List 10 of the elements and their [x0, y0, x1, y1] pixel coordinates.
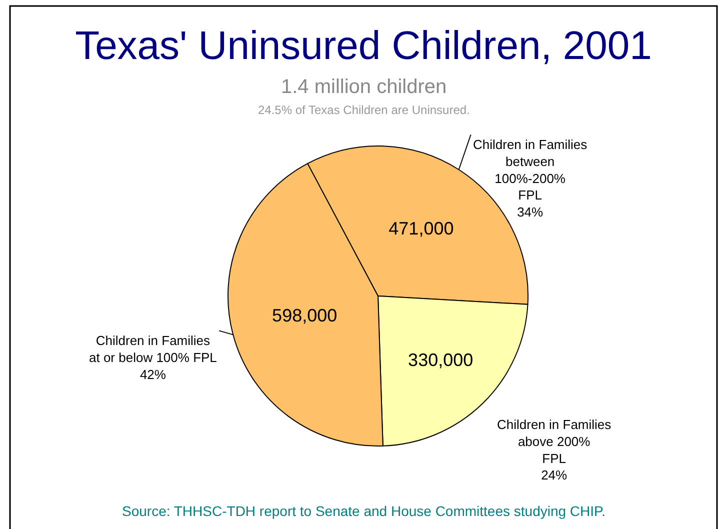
data-label: 330,000 — [408, 350, 474, 370]
slice-label: Children in Families between 100%-200% FPL 34% — [473, 137, 588, 220]
data-label: 471,000 — [388, 218, 454, 238]
text: 24.5% of Texas Children are Uninsured. — [258, 103, 470, 117]
data-label: 598,000 — [272, 306, 338, 326]
slice-label: Children in Families at or below 100% FPL 42% — [89, 333, 217, 382]
chart-subtitle: 1.4 million children — [281, 76, 447, 98]
chart-title: Texas' Uninsured Children, 2001 — [75, 24, 652, 68]
source-note: Source: THHSC-TDH report to Senate and House Committees studying CHIP. — [122, 503, 606, 519]
slice-label: Children in Families above 200% FPL 24% — [497, 417, 612, 483]
